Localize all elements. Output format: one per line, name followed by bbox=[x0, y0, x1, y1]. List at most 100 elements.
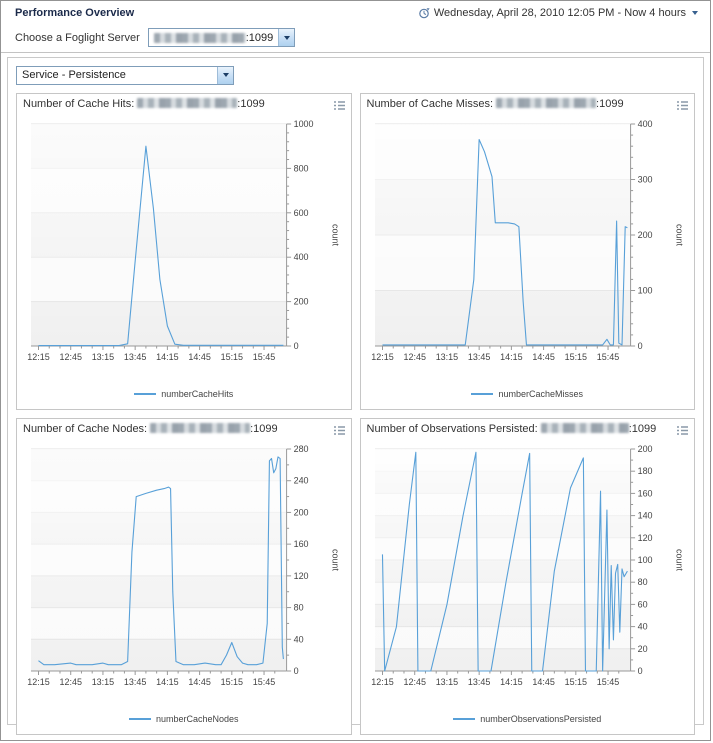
legend-line-swatch bbox=[453, 717, 476, 720]
server-select[interactable]: :1099 bbox=[147, 28, 296, 47]
chart-legend: numberObservationsPersisted bbox=[361, 707, 695, 731]
chart-customizer-icon[interactable] bbox=[333, 98, 346, 116]
svg-text:14:45: 14:45 bbox=[532, 351, 554, 361]
chevron-down-icon bbox=[692, 11, 698, 15]
svg-text:15:15: 15:15 bbox=[564, 676, 586, 686]
service-select[interactable]: Service - Persistence bbox=[16, 65, 234, 85]
legend-label: numberCacheNodes bbox=[155, 713, 239, 724]
server-select-arrow-button[interactable] bbox=[278, 29, 295, 46]
svg-text:15:15: 15:15 bbox=[221, 676, 243, 686]
redacted-server-name bbox=[540, 422, 629, 433]
svg-text:160: 160 bbox=[637, 488, 652, 498]
svg-text:12:15: 12:15 bbox=[371, 351, 393, 361]
charts-grid: Number of Cache Hits::1099 0 200 400 600 800… bbox=[16, 92, 695, 735]
redacted-server-name bbox=[153, 32, 246, 43]
svg-text:600: 600 bbox=[294, 207, 309, 217]
svg-text:13:15: 13:15 bbox=[435, 351, 457, 361]
svg-text:20: 20 bbox=[637, 643, 647, 653]
panel-title: Number of Cache Misses::1099 bbox=[366, 97, 624, 110]
svg-text:14:45: 14:45 bbox=[532, 676, 554, 686]
panel-title: Number of Cache Nodes::1099 bbox=[23, 422, 278, 435]
page-title: Performance Overview bbox=[15, 7, 135, 19]
svg-text:300: 300 bbox=[637, 174, 652, 184]
svg-text:200: 200 bbox=[294, 507, 309, 517]
service-select-arrow-button[interactable] bbox=[217, 66, 233, 84]
svg-text:14:15: 14:15 bbox=[156, 676, 178, 686]
svg-text:15:45: 15:45 bbox=[596, 351, 618, 361]
chevron-down-icon bbox=[283, 35, 290, 40]
svg-text:12:45: 12:45 bbox=[403, 676, 425, 686]
svg-text:15:45: 15:45 bbox=[253, 676, 275, 686]
time-range-selector[interactable]: Wednesday, April 28, 2010 12:05 PM - Now… bbox=[418, 7, 698, 19]
svg-text:15:45: 15:45 bbox=[596, 676, 618, 686]
observations-persisted-chart: 0 20 40 60 80 100 120 140 160 180 200 count 12:15 12:… bbox=[371, 443, 684, 686]
svg-text:count: count bbox=[331, 548, 341, 570]
svg-text:13:15: 13:15 bbox=[92, 351, 114, 361]
svg-text:12:45: 12:45 bbox=[403, 351, 425, 361]
time-range-icon bbox=[419, 8, 430, 19]
dashboard-content: Service - Persistence Number of Cache Hi… bbox=[7, 57, 704, 735]
svg-text:280: 280 bbox=[294, 443, 309, 453]
svg-text:14:45: 14:45 bbox=[188, 676, 210, 686]
svg-text:100: 100 bbox=[637, 554, 652, 564]
svg-text:13:45: 13:45 bbox=[467, 676, 489, 686]
svg-text:14:15: 14:15 bbox=[500, 676, 522, 686]
svg-text:1000: 1000 bbox=[294, 118, 314, 128]
svg-text:120: 120 bbox=[637, 532, 652, 542]
panel-cache-hits: Number of Cache Hits::1099 0 200 400 600 800… bbox=[16, 92, 352, 410]
svg-text:13:45: 13:45 bbox=[124, 351, 146, 361]
cache-nodes-chart: 0 40 80 120 160 200 240 280 count 12:15 12:45 13:15… bbox=[27, 443, 341, 686]
legend-label: numberCacheMisses bbox=[498, 388, 584, 399]
svg-text:0: 0 bbox=[294, 340, 299, 350]
svg-text:100: 100 bbox=[637, 285, 652, 295]
svg-text:15:15: 15:15 bbox=[564, 351, 586, 361]
svg-text:200: 200 bbox=[294, 296, 309, 306]
svg-text:200: 200 bbox=[637, 443, 652, 453]
svg-text:15:45: 15:45 bbox=[253, 351, 275, 361]
panel-title: Number of Cache Hits::1099 bbox=[23, 97, 265, 110]
svg-text:12:45: 12:45 bbox=[59, 676, 81, 686]
legend-label: numberObservationsPersisted bbox=[480, 713, 602, 724]
svg-text:0: 0 bbox=[637, 665, 642, 675]
svg-text:14:15: 14:15 bbox=[156, 351, 178, 361]
svg-text:14:15: 14:15 bbox=[500, 351, 522, 361]
svg-text:13:45: 13:45 bbox=[467, 351, 489, 361]
svg-text:40: 40 bbox=[294, 634, 304, 644]
redacted-server-name bbox=[137, 97, 238, 108]
svg-text:140: 140 bbox=[637, 510, 652, 520]
svg-text:15:15: 15:15 bbox=[221, 351, 243, 361]
panel-observations-persisted: Number of Observations Persisted::1099 0… bbox=[359, 417, 695, 735]
chart-customizer-icon[interactable] bbox=[676, 423, 689, 441]
legend-line-swatch bbox=[471, 392, 494, 395]
svg-text:0: 0 bbox=[637, 340, 642, 350]
chart-legend: numberCacheNodes bbox=[17, 707, 351, 731]
svg-text:12:15: 12:15 bbox=[27, 351, 49, 361]
svg-text:60: 60 bbox=[637, 599, 647, 609]
page-header: Performance Overview Wednesday, April 28… bbox=[1, 1, 710, 53]
svg-text:13:15: 13:15 bbox=[92, 676, 114, 686]
svg-text:160: 160 bbox=[294, 539, 309, 549]
svg-text:240: 240 bbox=[294, 475, 309, 485]
svg-text:80: 80 bbox=[294, 602, 304, 612]
chart-legend: numberCacheMisses bbox=[361, 382, 695, 406]
time-range-label: Wednesday, April 28, 2010 12:05 PM - Now… bbox=[433, 7, 686, 19]
panel-cache-nodes: Number of Cache Nodes::1099 0 40 80 120 160 2… bbox=[16, 417, 352, 735]
cache-misses-chart: 0 100 200 300 400 count 12:15 12:45 13:15 13:45 14… bbox=[371, 118, 684, 361]
chart-customizer-icon[interactable] bbox=[676, 98, 689, 116]
chart-customizer-icon[interactable] bbox=[333, 423, 346, 441]
svg-text:13:45: 13:45 bbox=[124, 676, 146, 686]
svg-text:13:15: 13:15 bbox=[435, 676, 457, 686]
legend-label: numberCacheHits bbox=[161, 388, 234, 399]
svg-text:count: count bbox=[674, 223, 684, 245]
svg-text:200: 200 bbox=[637, 229, 652, 239]
redacted-server-name bbox=[150, 422, 251, 433]
svg-text:120: 120 bbox=[294, 570, 309, 580]
svg-text:40: 40 bbox=[637, 621, 647, 631]
svg-text:0: 0 bbox=[294, 665, 299, 675]
panel-title: Number of Observations Persisted::1099 bbox=[366, 422, 657, 435]
svg-text:80: 80 bbox=[637, 577, 647, 587]
chart-legend: numberCacheHits bbox=[17, 382, 351, 406]
svg-text:400: 400 bbox=[294, 252, 309, 262]
svg-text:180: 180 bbox=[637, 466, 652, 476]
